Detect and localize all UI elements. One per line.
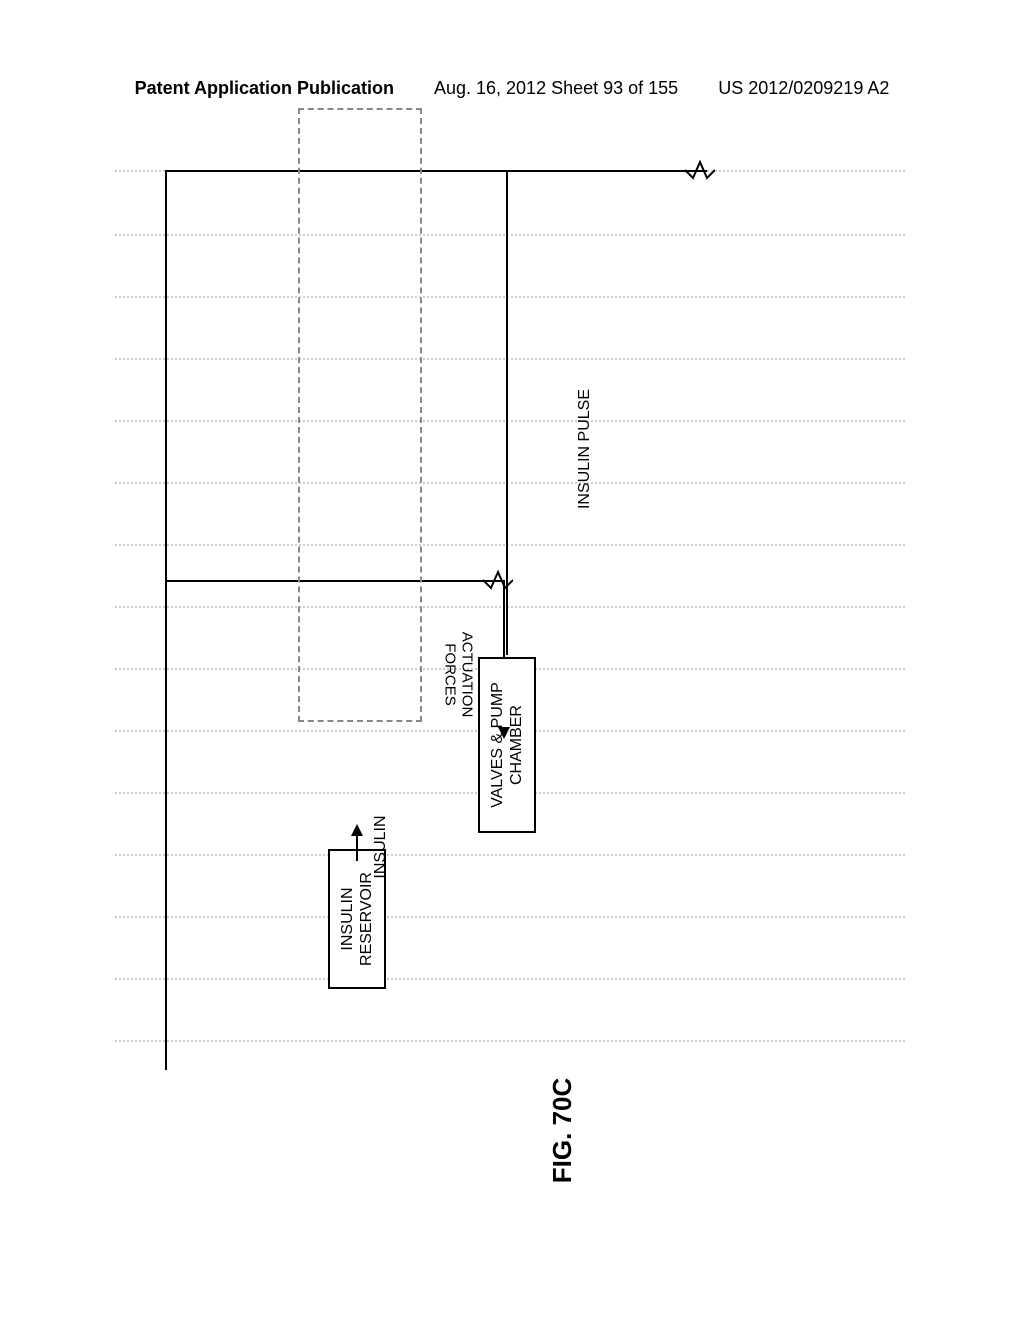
top-horizontal-line	[165, 170, 707, 172]
gridline	[115, 978, 905, 980]
gridline	[115, 916, 905, 918]
gridline	[115, 482, 905, 484]
figure-label: FIG. 70C	[547, 1078, 578, 1183]
arrowhead-icon	[498, 727, 510, 739]
valves-pump-block: VALVES & PUMP CHAMBER	[478, 657, 536, 833]
gridline	[115, 544, 905, 546]
break-mark-icon	[483, 566, 513, 596]
arrow-insulin-pulse	[506, 170, 508, 655]
insulin-pulse-label: INSULIN PULSE	[576, 349, 594, 549]
gridline	[115, 854, 905, 856]
insulin-flow-label: INSULIN	[372, 807, 390, 887]
gridline	[115, 420, 905, 422]
patent-header: Patent Application Publication Aug. 16, …	[0, 78, 1024, 99]
valves-label-1: VALVES & PUMP	[489, 682, 506, 808]
gridline	[115, 296, 905, 298]
main-vertical-line	[165, 170, 167, 1070]
arrow-insulin	[356, 833, 358, 861]
gridline	[115, 606, 905, 608]
diagram-container: INSULIN RESERVOIR VALVES & PUMP CHAMBER …	[115, 170, 905, 1200]
valves-label-2: CHAMBER	[508, 705, 525, 785]
header-sheet-info: Aug. 16, 2012 Sheet 93 of 155	[434, 78, 678, 99]
gridline	[115, 358, 905, 360]
gridline	[115, 234, 905, 236]
break-mark-icon	[685, 156, 715, 186]
header-patent-number: US 2012/0209219 A2	[718, 78, 889, 99]
actuation-forces-label: ACTUATIONFORCES	[442, 630, 475, 720]
header-publication: Patent Application Publication	[135, 78, 394, 99]
reservoir-label-1: INSULIN	[339, 887, 356, 950]
gridline	[115, 1040, 905, 1042]
subsystem-boundary	[300, 110, 420, 720]
arrowhead-icon	[351, 824, 363, 836]
